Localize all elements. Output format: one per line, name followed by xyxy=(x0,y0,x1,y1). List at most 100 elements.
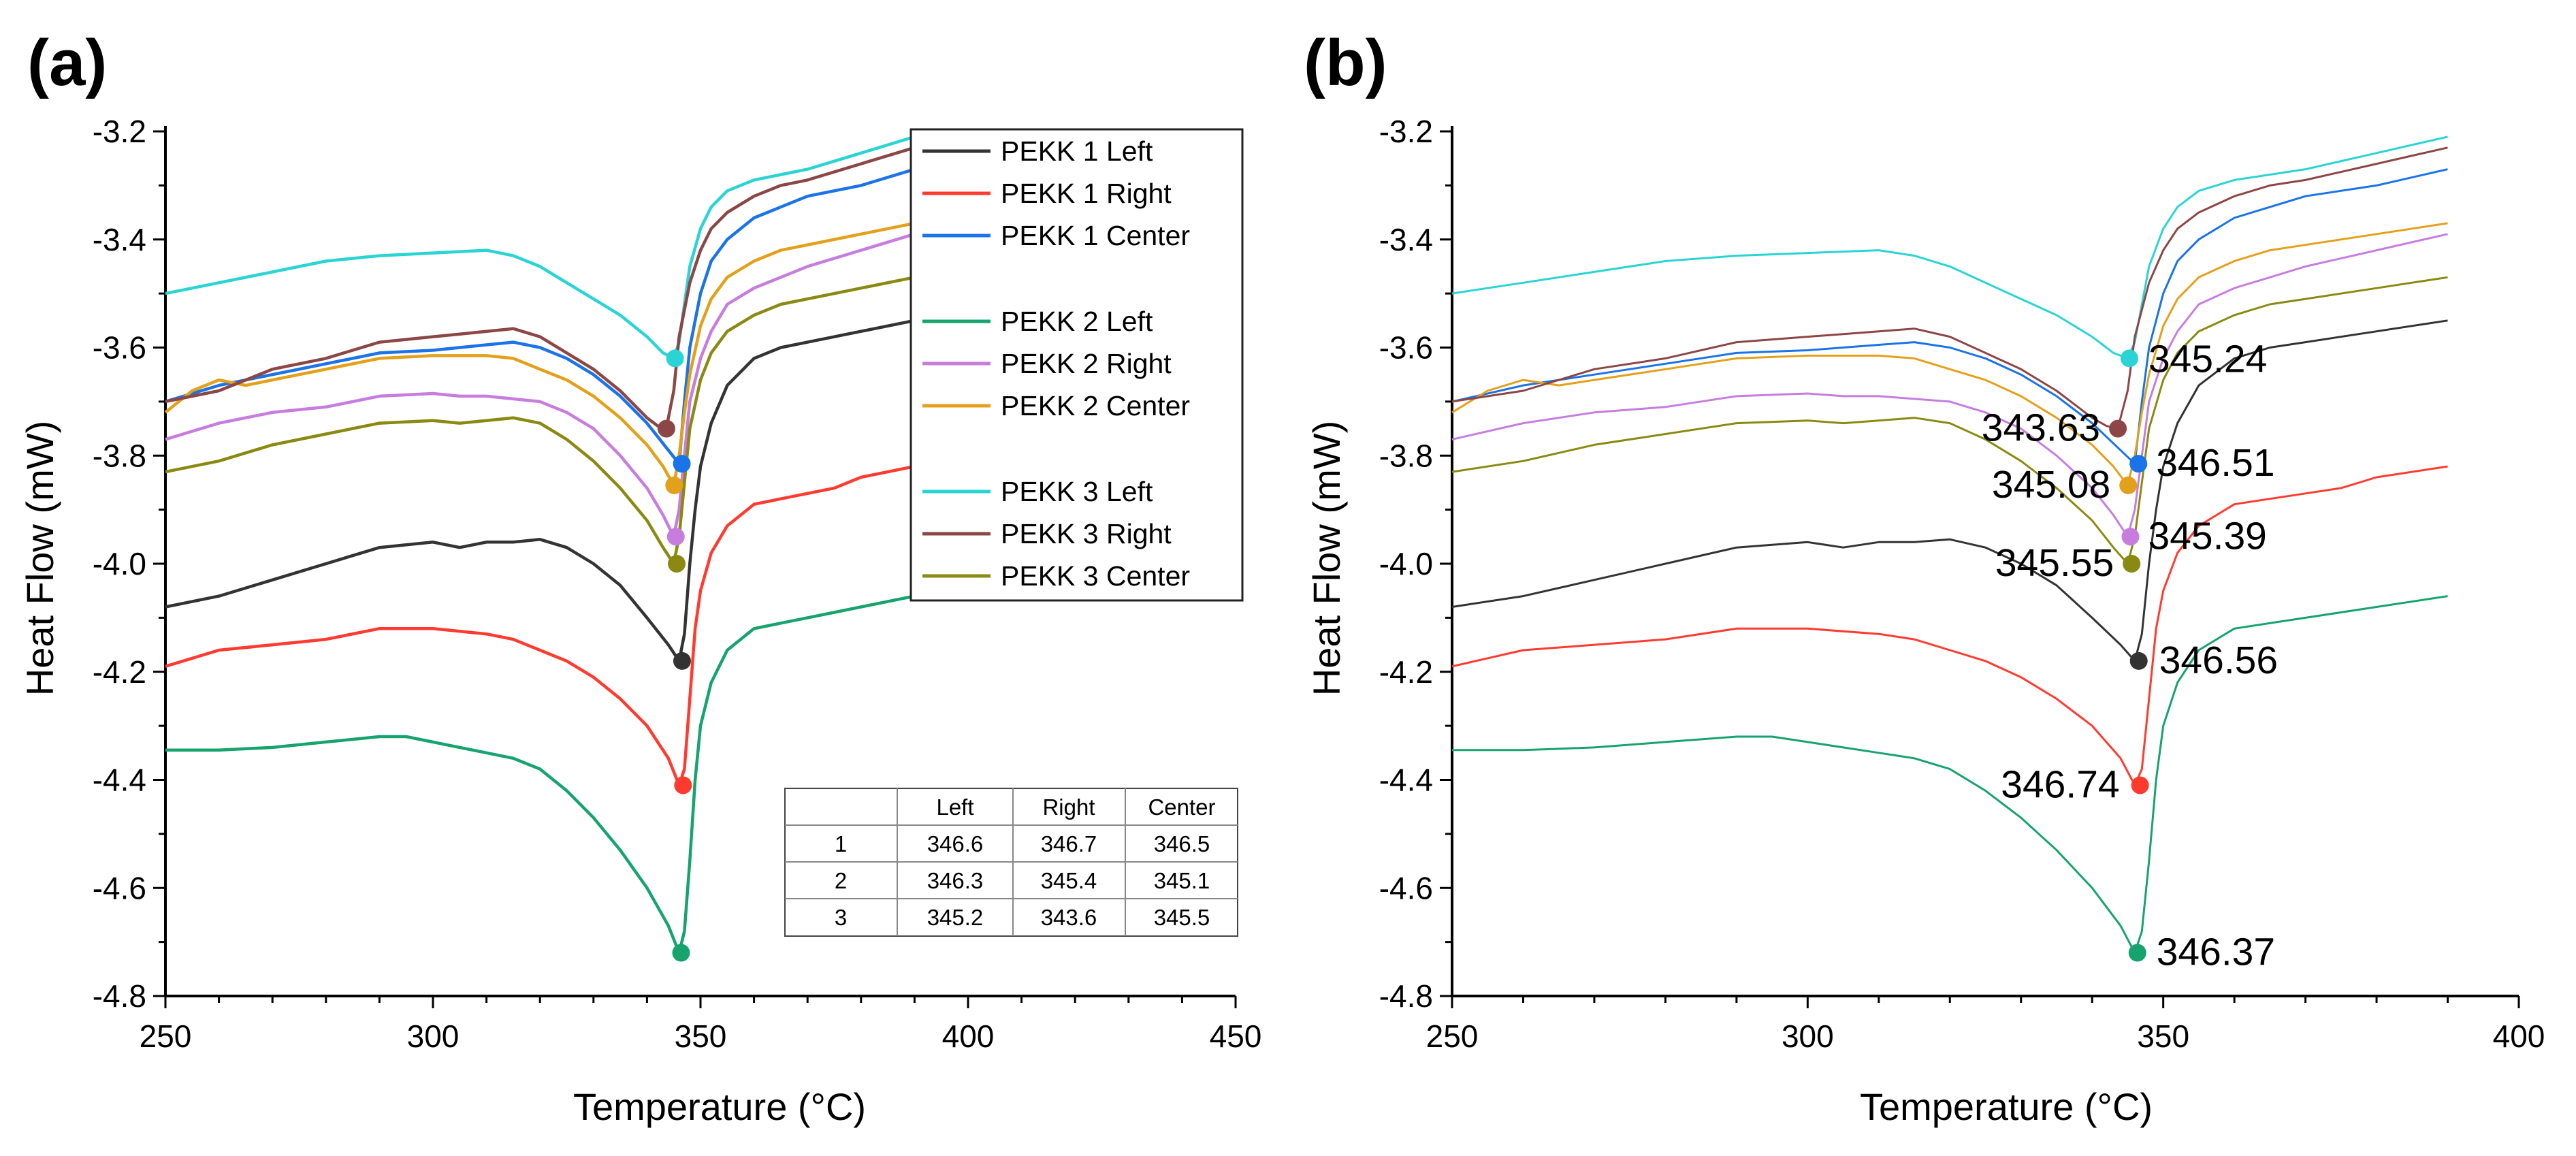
table-cell: 345.4 xyxy=(1041,868,1097,893)
series-line xyxy=(165,232,916,539)
minimum-marker xyxy=(2128,944,2146,962)
minimum-marker xyxy=(657,419,675,438)
table-cell: 346.6 xyxy=(927,831,984,856)
minimum-marker xyxy=(665,476,683,494)
x-tick-label: 250 xyxy=(1426,1018,1479,1054)
panel-a-minimum-markers xyxy=(657,349,692,962)
x-tick-label: 300 xyxy=(407,1018,460,1054)
series-line xyxy=(165,146,916,430)
table-header-left: Left xyxy=(936,794,973,820)
panel-a-axes: 250 300 350 400 450 -3.2 -3.4 -3.6 -3.8 -4.0 -4.2 -… xyxy=(93,114,1262,1054)
table-row-label: 2 xyxy=(835,868,847,893)
x-tick-label: 350 xyxy=(675,1018,727,1054)
minimum-marker xyxy=(674,776,692,794)
minimum-marker xyxy=(666,349,684,368)
y-tick-label: -3.8 xyxy=(93,438,146,473)
table-cell: 346.7 xyxy=(1041,831,1097,856)
series-line xyxy=(165,594,915,954)
series-line xyxy=(164,221,915,487)
peak-annotation: 346.37 xyxy=(2157,931,2275,974)
minimum-marker xyxy=(2119,476,2138,494)
legend-label: PEKK 2 Center xyxy=(1001,390,1190,421)
series-line xyxy=(1451,276,2448,565)
table-row-label: 3 xyxy=(835,905,847,930)
peak-annotation: 345.24 xyxy=(2148,337,2267,381)
table-row-label: 1 xyxy=(835,831,847,856)
y-tick-label: -4.2 xyxy=(93,654,146,690)
table-header-center: Center xyxy=(1148,794,1215,820)
y-tick-label: -4.0 xyxy=(1379,546,1433,581)
y-tick-label: -4.0 xyxy=(93,546,146,581)
peak-annotation: 345.08 xyxy=(1992,463,2110,507)
x-tick-label: 450 xyxy=(1210,1018,1262,1054)
legend-label: PEKK 3 Center xyxy=(1001,560,1190,592)
legend-label: PEKK 1 Center xyxy=(1001,220,1190,251)
panel-a-peak-table: Left Right Center 1 346.6 346.7 346.5 2 … xyxy=(784,788,1238,937)
peak-annotation: 346.51 xyxy=(2156,441,2274,485)
series-line xyxy=(165,135,916,360)
minimum-marker xyxy=(2129,652,2148,670)
panel-b-y-axis-title: Heat Flow (mW) xyxy=(1305,421,1348,696)
y-tick-label: -3.6 xyxy=(93,330,146,366)
x-tick-label: 400 xyxy=(942,1018,995,1054)
x-tick-label: 350 xyxy=(2137,1018,2189,1054)
table-cell: 345.5 xyxy=(1154,905,1210,930)
legend-label: PEKK 1 Right xyxy=(1001,178,1172,209)
y-tick-label: -4.8 xyxy=(1379,978,1433,1014)
series-line xyxy=(1451,319,2448,662)
minimum-marker xyxy=(666,528,685,546)
series-line xyxy=(165,276,915,566)
panel-label-b: (b) xyxy=(1304,27,1387,99)
series-line xyxy=(165,167,916,466)
series-line xyxy=(1451,465,2448,786)
minimum-marker xyxy=(673,652,691,670)
legend-label: PEKK 2 Left xyxy=(1001,306,1153,337)
panel-a-chart: 250 300 350 400 450 -3.2 -3.4 -3.6 -3.8 -4.0 -4.2 -… xyxy=(18,114,1261,1128)
table-cell: 346.5 xyxy=(1154,831,1210,856)
series-line xyxy=(1451,233,2448,538)
peak-annotation: 345.55 xyxy=(1995,541,2114,585)
series-line xyxy=(1451,168,2448,465)
panel-b-annotations: 345.24 343.63 346.51 345.08 345.39 345.55 346.… xyxy=(1982,337,2278,974)
y-tick-label: -3.2 xyxy=(1379,114,1433,149)
table-cell: 346.3 xyxy=(927,868,984,893)
minimum-marker xyxy=(2121,528,2140,546)
minimum-marker xyxy=(668,555,686,573)
panel-b-x-axis-title: Temperature (°C) xyxy=(1860,1085,2153,1128)
y-tick-label: -3.4 xyxy=(93,222,146,257)
peak-annotation: 346.74 xyxy=(2001,762,2119,806)
y-tick-label: -4.4 xyxy=(93,762,146,798)
table-cell: 343.6 xyxy=(1041,905,1097,930)
panel-a-legend: PEKK 1 Left PEKK 1 Right PEKK 1 Center PEKK… xyxy=(909,128,1244,602)
series-line xyxy=(165,464,915,787)
minimum-marker xyxy=(2109,419,2127,438)
y-tick-label: -4.6 xyxy=(93,870,146,905)
x-tick-label: 400 xyxy=(2493,1018,2545,1054)
table-cell: 345.2 xyxy=(927,905,984,930)
panel-b-curves xyxy=(1451,135,2448,954)
x-tick-label: 250 xyxy=(140,1018,192,1054)
peak-annotation: 345.39 xyxy=(2148,514,2267,558)
minimum-marker xyxy=(2123,555,2141,573)
minimum-marker xyxy=(2129,455,2148,473)
panel-a-y-axis-title: Heat Flow (mW) xyxy=(18,421,61,696)
y-tick-label: -3.6 xyxy=(1379,330,1433,366)
series-line xyxy=(1451,222,2448,487)
table-header-right: Right xyxy=(1042,794,1095,820)
panel-a-curves xyxy=(164,135,916,954)
legend-label: PEKK 3 Left xyxy=(1001,476,1153,507)
legend-label: PEKK 3 Right xyxy=(1001,518,1172,549)
y-tick-label: -3.4 xyxy=(1379,222,1433,257)
minimum-marker xyxy=(2131,776,2149,794)
y-tick-label: -4.4 xyxy=(1379,762,1433,798)
series-line xyxy=(1451,135,2448,359)
legend-label: PEKK 1 Left xyxy=(1001,135,1153,167)
peak-annotation: 343.63 xyxy=(1982,406,2100,450)
x-tick-label: 300 xyxy=(1782,1018,1834,1054)
panel-a-x-axis-title: Temperature (°C) xyxy=(573,1085,866,1128)
y-tick-label: -4.6 xyxy=(1379,870,1433,905)
table-cell: 345.1 xyxy=(1154,868,1210,893)
minimum-marker xyxy=(673,455,691,473)
y-tick-label: -4.2 xyxy=(1379,654,1433,690)
y-tick-label: -3.2 xyxy=(93,114,146,149)
